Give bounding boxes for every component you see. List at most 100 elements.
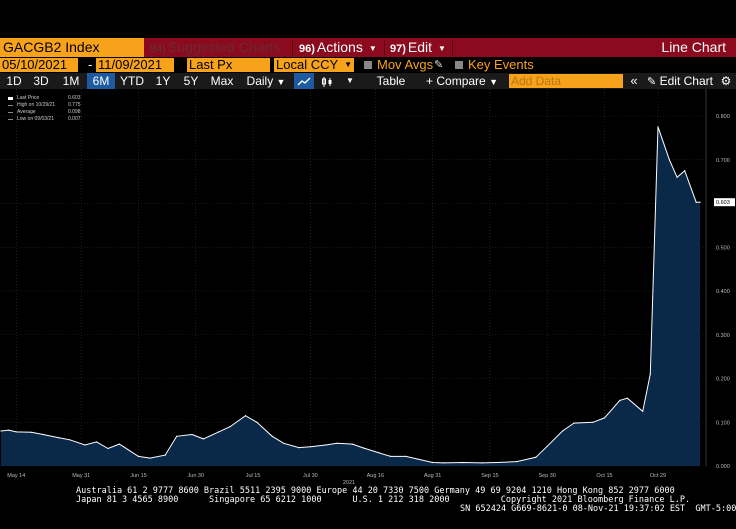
x-tick-label: Aug 31 [424,473,441,479]
chart-type-label: Line Chart [661,39,726,55]
footer: Australia 61 2 9777 8600 Brazil 5511 239… [0,485,736,529]
footer-contacts-line-2: Japan 81 3 4565 8900 Singapore 65 6212 1… [76,495,691,505]
legend-value: 0.007 [68,116,81,122]
range-3d-button[interactable]: 3D [33,74,49,88]
suggested-charts-button[interactable]: 94) Suggested Charts [150,38,280,57]
data-point [336,442,338,444]
data-point [676,176,678,178]
key-events-label: Key Events [468,57,534,72]
data-point [649,373,651,375]
suggested-charts-number: 94) [150,43,166,55]
last-price-tag: 0.603 [716,200,730,206]
y-tick-label: 0.800 [716,114,730,120]
add-data-input[interactable]: Add Data [509,74,623,88]
data-point [546,445,548,447]
frequency-select[interactable]: Daily ▼ [241,73,291,89]
actions-label: Actions [316,39,363,55]
menu-divider [292,40,293,55]
data-point [137,455,140,457]
caret-down-icon: ▼ [344,60,352,69]
end-date-field[interactable]: 11/09/2021 [96,58,174,72]
data-point [283,442,285,444]
pencil-icon[interactable]: ✎ [434,59,444,71]
candlestick-icon[interactable] [317,73,337,89]
collapse-icon[interactable]: « [630,73,638,88]
currency-label: Local CCY [276,57,339,72]
start-date-field[interactable]: 05/10/2021 [0,58,78,72]
actions-menu-button[interactable]: 96) Actions ▼ [299,38,377,57]
x-tick-label: Jun 15 [130,473,147,479]
data-point [271,435,273,437]
x-tick-label: Jun 30 [188,473,205,479]
range-ytd-button[interactable]: YTD [120,74,144,88]
data-point [699,201,701,203]
data-point [516,461,518,463]
data-point [592,421,594,423]
y-tick-label: 0.100 [716,420,730,426]
data-point [642,410,644,412]
data-point [42,433,44,436]
caret-down-icon: ▼ [368,43,377,53]
legend-name: Last Price [17,95,40,101]
data-point [57,437,59,439]
data-point [603,417,606,419]
data-point [15,431,17,433]
last-price-tag-bg [714,198,735,207]
footer-contacts-line-1: Australia 61 2 9777 8600 Brazil 5511 239… [76,486,675,496]
range-1d-button[interactable]: 1D [6,74,22,88]
range-1y-button[interactable]: 1Y [155,74,171,88]
legend-marker [8,112,13,113]
table-button[interactable]: Table [376,74,406,88]
mov-avgs-checkbox[interactable] [364,61,372,69]
data-point [405,455,407,457]
data-point [176,435,178,437]
chart-area[interactable]: 0.8000.7000.6000.5000.4000.3000.2000.100… [0,89,736,485]
x-year-label: 2021 [343,480,355,485]
legend-marker [8,97,13,100]
data-point [8,429,10,431]
data-point [432,461,434,464]
data-point [118,443,120,445]
caret-down-icon: ▼ [489,77,498,87]
legend-value: 0.603 [68,95,81,101]
menu-divider [384,40,385,55]
price-field-select[interactable]: Last Px [187,58,270,72]
data-point [561,430,564,432]
y-tick-label: 0.200 [716,377,730,383]
suggested-charts-label: Suggested Charts [167,39,280,55]
edit-menu-button[interactable]: 97) Edit ▼ [390,38,446,57]
y-tick-label: 0.000 [716,464,730,470]
data-point [107,447,109,450]
price-chart: 0.8000.7000.6000.5000.4000.3000.2000.100… [0,89,735,485]
data-point [309,446,311,448]
line-chart-icon[interactable] [294,73,314,89]
edit-label: Edit [407,39,433,55]
range-1m-button[interactable]: 1M [62,74,80,88]
caret-down-icon: ▼ [438,43,446,53]
compare-button[interactable]: + Compare ▼ [422,73,502,89]
edit-chart-button[interactable]: ✎ Edit Chart [644,73,716,89]
menu-divider [452,40,453,55]
key-events-checkbox[interactable] [455,61,463,69]
gear-icon[interactable]: ⚙ [720,74,732,88]
range-max-button[interactable]: Max [210,74,234,88]
chart-style-caret-icon[interactable]: ▼ [346,76,354,85]
legend-name: Average [17,109,36,115]
currency-select[interactable]: Local CCY ▼ [274,58,354,72]
y-tick-label: 0.400 [716,289,730,295]
mov-avgs-label: Mov Avgs [377,57,434,72]
y-tick-label: 0.500 [716,245,730,251]
caret-down-icon: ▼ [276,77,286,87]
legend-name: High on 10/29/21 [17,102,56,108]
legend-marker [8,105,13,106]
data-point [229,426,231,428]
data-point [244,415,247,417]
pencil-icon: ✎ [647,76,657,88]
legend-value: 0.098 [68,109,81,115]
actions-number: 96) [299,43,315,55]
data-point [481,462,483,464]
data-point [218,431,220,433]
range-5y-button[interactable]: 5Y [183,74,199,88]
range-6m-button[interactable]: 6M [87,73,115,89]
ticker-input[interactable]: GACGB2 Index [0,38,144,57]
